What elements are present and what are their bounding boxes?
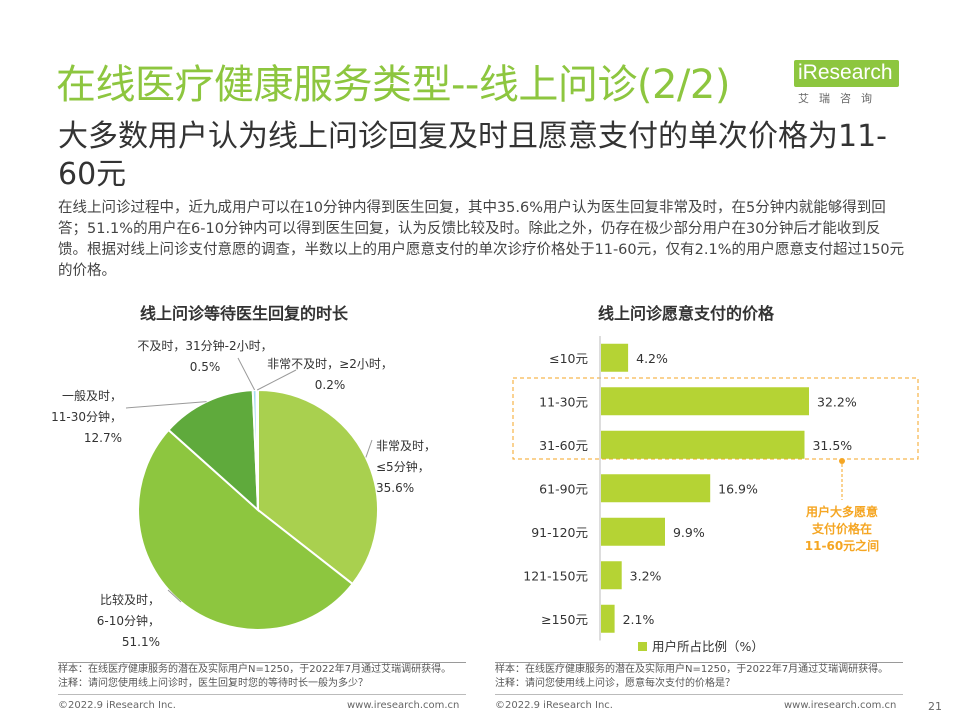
bar-category-label-5: 121-150元 [523, 568, 588, 583]
page-subtitle: 大多数用户认为线上问诊回复及时且愿意支付的单次价格为11-60元 [58, 119, 887, 192]
bar-value-label-2: 31.5% [812, 438, 852, 453]
bar-chart-title: 线上问诊愿意支付的价格 [598, 304, 775, 323]
bar-category-label-1: 11-30元 [539, 394, 588, 409]
pie-leader-line-3 [237, 357, 256, 391]
bar-category-label-4: 91-120元 [531, 525, 588, 540]
logo-subtext: 艾瑞咨询 [798, 92, 882, 105]
pie-leader-line-1 [167, 589, 182, 603]
bar-3 [601, 474, 711, 503]
callout-text: 用户大多愿意支付价格在 11-60元之间 [805, 504, 879, 553]
bar-category-label-6: ≥150元 [541, 612, 588, 627]
pie-leader-line-4 [256, 369, 297, 391]
bar-5 [601, 561, 622, 590]
right-footer-divider [495, 694, 903, 695]
bar-category-label-2: 31-60元 [539, 438, 588, 453]
pie-slice-label-1: 比较及时， 6-10分钟， 51.1% [97, 592, 160, 649]
pie-chart: 非常及时，≤5分钟， 35.6% 比较及时， 6-10分钟， 51.1% 一般及时， 11-… [51, 338, 436, 649]
right-footer-copyright: ©2022.9 iResearch Inc. [495, 700, 613, 711]
bar-2 [601, 430, 805, 459]
right-sample-note: 样本：在线医疗健康服务的潜在及实际用户N=1250，于2022年7月通过艾瑞调研… [495, 664, 889, 675]
page-number: 21 [928, 700, 942, 713]
left-footer-url: www.iresearch.com.cn [347, 700, 460, 711]
bar-chart: ≤10元 4.2% 11-30元 32.2% 31-60元 31.5% 61-90元 16.9… [512, 336, 919, 654]
iresearch-logo: iResearch 艾瑞咨询 [794, 54, 912, 110]
bar-value-label-4: 9.9% [673, 525, 705, 540]
pie-slice-label-0: 非常及时，≤5分钟， 35.6% [376, 439, 436, 495]
page-title: 在线医疗健康服务类型--线上问诊(2/2) [56, 62, 730, 108]
left-notes: 样本：在线医疗健康服务的潜在及实际用户N=1250，于2022年7月通过艾瑞调研… [58, 663, 468, 691]
pie-slice-label-4: 非常不及时，≥2小时， 0.2% [267, 357, 393, 392]
right-footer-url: www.iresearch.com.cn [784, 700, 897, 711]
summary-paragraph: 在线上问诊过程中，近九成用户可以在10分钟内得到医生回复，其中35.6%用户认为… [58, 200, 905, 279]
bar-value-label-0: 4.2% [636, 351, 668, 366]
callout-dot [839, 458, 845, 464]
bar-6 [601, 604, 615, 633]
bar-value-label-3: 16.9% [718, 481, 758, 496]
legend-label: 用户所占比例（%） [652, 639, 764, 654]
logo-wordmark: iResearch [794, 60, 899, 87]
pie-slice-label-3: 不及时，31分钟-2小时， 0.5% [137, 338, 272, 374]
pie-chart-title: 线上问诊等待医生回复的时长 [140, 304, 349, 323]
pie-slice-1 [137, 428, 354, 631]
bar-4 [601, 517, 665, 546]
pie-leader-line-0 [365, 439, 373, 458]
legend-swatch [638, 642, 647, 651]
pie-slice-0 [257, 388, 379, 586]
left-footer-divider [58, 694, 466, 695]
right-question-note: 注释：请问您使用线上问诊，愿意每次支付的价格是？ [495, 678, 735, 689]
left-sample-note: 样本：在线医疗健康服务的潜在及实际用户N=1250，于2022年7月通过艾瑞调研… [58, 664, 452, 675]
left-footer-copyright: ©2022.9 iResearch Inc. [58, 700, 176, 711]
pie-leader-line-2 [125, 401, 207, 409]
left-question-note: 注释：请问您使用线上问诊时，医生回复时您的等待时长一般为多少？ [58, 678, 368, 689]
bar-1 [601, 387, 809, 416]
bar-value-label-1: 32.2% [817, 394, 857, 409]
pie-slice-label-2: 一般及时， 11-30分钟， 12.7% [51, 388, 122, 445]
right-note-divider [495, 662, 903, 663]
pie-slice-2 [167, 389, 260, 513]
bar-value-label-5: 3.2% [630, 568, 662, 583]
right-notes: 样本：在线医疗健康服务的潜在及实际用户N=1250，于2022年7月通过艾瑞调研… [495, 663, 907, 691]
bar-value-label-6: 2.1% [623, 612, 655, 627]
bar-category-label-0: ≤10元 [549, 351, 588, 366]
highlight-box [512, 377, 919, 460]
bar-0 [601, 343, 629, 372]
bar-category-label-3: 61-90元 [539, 481, 588, 496]
left-note-divider [58, 662, 466, 663]
